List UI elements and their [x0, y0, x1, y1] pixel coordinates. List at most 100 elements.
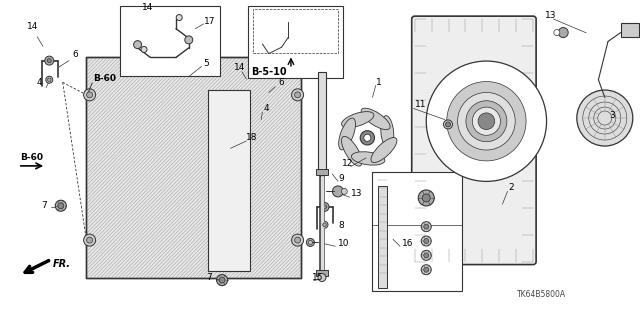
Circle shape — [422, 194, 430, 202]
Circle shape — [421, 222, 431, 232]
Text: 14: 14 — [27, 22, 38, 31]
Circle shape — [447, 82, 526, 161]
Ellipse shape — [351, 152, 385, 165]
Circle shape — [292, 89, 303, 101]
Circle shape — [86, 92, 93, 98]
Text: TK64B5800A: TK64B5800A — [517, 290, 566, 299]
Text: 14: 14 — [142, 3, 154, 11]
Circle shape — [318, 273, 326, 282]
Text: 9: 9 — [338, 174, 344, 182]
Circle shape — [55, 200, 67, 211]
Bar — [316, 270, 328, 276]
Text: 14: 14 — [234, 63, 245, 72]
Circle shape — [445, 122, 451, 127]
Circle shape — [554, 30, 560, 35]
Bar — [208, 91, 250, 271]
Circle shape — [84, 234, 95, 246]
Text: 4: 4 — [36, 78, 42, 87]
Circle shape — [84, 89, 95, 101]
Text: 7: 7 — [206, 273, 212, 282]
Text: 8: 8 — [338, 221, 344, 230]
Text: 5: 5 — [204, 59, 209, 68]
Ellipse shape — [342, 137, 362, 166]
Circle shape — [216, 275, 228, 286]
Text: 1: 1 — [376, 78, 382, 87]
Text: B-60: B-60 — [20, 153, 44, 162]
Circle shape — [426, 61, 547, 182]
Circle shape — [323, 223, 326, 226]
Text: 4: 4 — [264, 104, 269, 113]
Ellipse shape — [381, 116, 394, 149]
Bar — [253, 9, 338, 53]
Bar — [318, 72, 326, 174]
Bar — [372, 172, 462, 291]
Text: 17: 17 — [204, 17, 215, 26]
Ellipse shape — [371, 137, 397, 163]
Circle shape — [444, 120, 452, 129]
Circle shape — [292, 234, 303, 246]
Circle shape — [424, 267, 429, 272]
Circle shape — [421, 265, 431, 275]
Circle shape — [321, 221, 328, 228]
Text: 18: 18 — [246, 133, 258, 142]
Text: B-5-10: B-5-10 — [252, 67, 287, 77]
FancyBboxPatch shape — [412, 16, 536, 264]
Circle shape — [458, 93, 515, 150]
Circle shape — [421, 236, 431, 246]
Circle shape — [424, 239, 429, 243]
Text: 6: 6 — [72, 50, 78, 59]
Circle shape — [424, 253, 429, 258]
Text: 2: 2 — [509, 183, 515, 192]
Text: FR.: FR. — [53, 259, 71, 269]
Bar — [316, 169, 328, 175]
Bar — [621, 23, 639, 37]
Text: 13: 13 — [545, 11, 557, 20]
Circle shape — [421, 250, 431, 260]
Text: 3: 3 — [609, 111, 615, 120]
Circle shape — [176, 15, 182, 20]
Circle shape — [46, 76, 52, 83]
Circle shape — [47, 78, 51, 82]
Circle shape — [424, 224, 429, 229]
Circle shape — [294, 237, 301, 243]
Circle shape — [294, 92, 301, 98]
Text: 16: 16 — [402, 239, 413, 248]
Circle shape — [45, 56, 54, 65]
Bar — [248, 6, 343, 78]
Circle shape — [86, 237, 93, 243]
Circle shape — [185, 36, 193, 44]
Circle shape — [558, 27, 568, 38]
Circle shape — [472, 107, 500, 135]
Circle shape — [134, 41, 141, 49]
Text: 7: 7 — [42, 201, 47, 210]
Circle shape — [320, 202, 329, 211]
Ellipse shape — [339, 118, 355, 150]
Bar — [86, 57, 301, 278]
Ellipse shape — [361, 108, 390, 130]
Circle shape — [577, 90, 633, 146]
Text: B-60: B-60 — [93, 74, 116, 83]
Circle shape — [419, 190, 435, 206]
Circle shape — [141, 47, 147, 52]
Text: 10: 10 — [338, 239, 349, 248]
Circle shape — [47, 59, 51, 63]
Ellipse shape — [342, 112, 374, 128]
Circle shape — [478, 113, 495, 130]
Circle shape — [323, 205, 326, 209]
Circle shape — [341, 189, 348, 194]
Circle shape — [308, 241, 312, 244]
Circle shape — [466, 101, 507, 142]
Text: 15: 15 — [312, 273, 324, 282]
Circle shape — [58, 203, 64, 209]
Text: 12: 12 — [342, 159, 354, 168]
Circle shape — [332, 186, 344, 197]
Circle shape — [219, 277, 225, 283]
Bar — [378, 186, 387, 288]
Bar — [86, 57, 301, 278]
Text: 6: 6 — [278, 78, 284, 87]
Circle shape — [307, 238, 314, 247]
Circle shape — [360, 131, 374, 145]
Bar — [120, 6, 220, 76]
Circle shape — [364, 134, 371, 141]
Text: 11: 11 — [415, 100, 426, 109]
